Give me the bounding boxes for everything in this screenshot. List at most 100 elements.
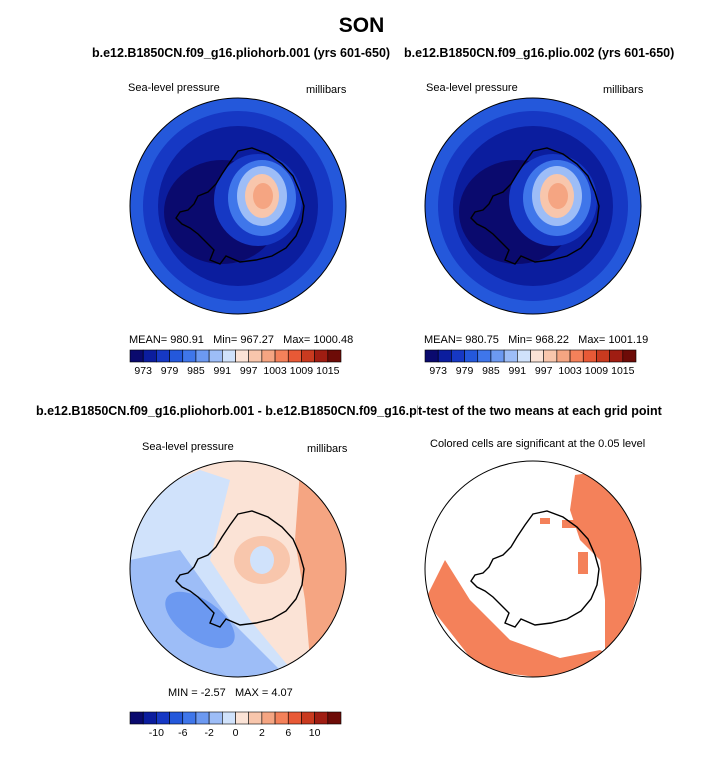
colorbar-run2-tick-label: 973 xyxy=(429,365,447,377)
colorbar-run1-tick-label: 1015 xyxy=(316,365,340,377)
colorbar-run1-swatch xyxy=(314,349,329,363)
colorbar-diff: -10 -6 -2 0 2 6 10 xyxy=(129,711,342,739)
colorbar-diff-swatch xyxy=(195,711,210,725)
stats-run1: MEAN= 980.91 Min= 967.27 Max= 1000.48 xyxy=(129,334,353,346)
colorbar-run2-tick-label: 997 xyxy=(535,365,553,377)
min-value: 968.22 xyxy=(535,334,569,346)
colorbar-run1-swatch xyxy=(261,349,276,363)
colorbar-diff-tick-label: -10 xyxy=(149,727,164,739)
map-run1 xyxy=(129,97,347,315)
significance-note: Colored cells are significant at the 0.0… xyxy=(430,438,646,450)
map-border-diff xyxy=(129,460,347,678)
colorbar-run2-swatch xyxy=(530,349,544,363)
colorbar-run1-tick-label: 973 xyxy=(134,365,152,377)
colorbar-run2-swatch xyxy=(543,349,558,363)
colorbar-diff-tick-label: 2 xyxy=(259,727,265,739)
colorbar-diff-swatch xyxy=(327,711,342,725)
colorbar-run1-swatch xyxy=(235,349,249,363)
max-label: MAX = xyxy=(234,687,269,699)
panel-title-run1: b.e12.B1850CN.f09_g16.pliohorb.001 (yrs … xyxy=(92,46,391,60)
mean-value: 980.91 xyxy=(170,334,204,346)
colorbar-diff-swatch xyxy=(261,711,276,725)
map-border-ttest xyxy=(424,460,642,678)
colorbar-diff-swatch xyxy=(208,711,223,725)
colorbar-diff-tick-label: 0 xyxy=(233,727,239,739)
colorbar-run1-tick-label: 1009 xyxy=(290,365,314,377)
colorbar-run1-swatch xyxy=(169,349,184,363)
panel-title-diff: b.e12.B1850CN.f09_g16.pliohorb.001 - b.e… xyxy=(36,404,456,418)
mean-label: MEAN= xyxy=(424,334,463,346)
variable-label-diff: Sea-level pressure xyxy=(142,441,234,453)
map-border-run2 xyxy=(424,97,642,315)
colorbar-run2-swatch xyxy=(490,349,505,363)
max-value: 1001.19 xyxy=(608,334,649,346)
variable-label-run2: Sea-level pressure xyxy=(426,82,518,94)
colorbar-run2-swatch xyxy=(451,349,465,363)
colorbar-run2-tick-label: 991 xyxy=(509,365,527,377)
colorbar-diff-swatch xyxy=(248,711,263,725)
pressure-field-run1 xyxy=(130,98,346,314)
colorbar-run2-swatch xyxy=(477,349,492,363)
colorbar-run1-swatch xyxy=(195,349,210,363)
colorbar-run1-swatch xyxy=(248,349,263,363)
pressure-field-run2 xyxy=(425,98,641,314)
min-value: 967.27 xyxy=(240,334,274,346)
colorbar-run1-swatch xyxy=(287,349,302,363)
page-title: SON xyxy=(338,14,385,37)
colorbar-run2-swatch xyxy=(596,349,610,363)
max-label: Max= xyxy=(578,334,606,346)
units-label-run2: millibars xyxy=(603,84,644,96)
colorbar-run2-tick-label: 1003 xyxy=(558,365,582,377)
units-label-run1: millibars xyxy=(306,84,347,96)
colorbar-diff-tick-label: -2 xyxy=(204,727,213,739)
colorbar-run1-swatch xyxy=(208,349,223,363)
colorbar-run1-swatch xyxy=(142,349,157,363)
colorbar-diff-swatch xyxy=(235,711,249,725)
colorbar-run1-swatch xyxy=(182,349,197,363)
map-diff xyxy=(129,460,347,678)
colorbar-diff-swatch xyxy=(129,711,144,725)
colorbar-run1-swatch xyxy=(327,349,342,363)
colorbar-run2-swatch xyxy=(556,349,571,363)
min-label: Min= xyxy=(508,334,533,346)
colorbar-diff-swatch xyxy=(142,711,157,725)
mean-value: 980.75 xyxy=(465,334,499,346)
map-border-run1 xyxy=(129,97,347,315)
variable-label-run1: Sea-level pressure xyxy=(128,82,220,94)
colorbar-diff-swatch xyxy=(182,711,197,725)
colorbar-diff-swatch xyxy=(222,711,236,725)
colorbar-run2: 973 979 985 991 997 1003 1009 1015 xyxy=(424,349,637,377)
colorbar-run1-swatch xyxy=(274,349,289,363)
colorbar-run2-swatch xyxy=(517,349,531,363)
stats-diff: MIN = -2.57 MAX = 4.07 xyxy=(168,687,293,699)
colorbar-run1: 973 979 985 991 997 1003 1009 1015 xyxy=(129,349,342,377)
colorbar-run2-tick-label: 979 xyxy=(456,365,474,377)
colorbar-diff-swatch xyxy=(156,711,170,725)
min-value: -2.57 xyxy=(200,687,226,699)
max-label: Max= xyxy=(283,334,311,346)
panel-title-ttest: t-test of the two means at each grid poi… xyxy=(418,404,662,418)
colorbar-run2-tick-label: 1015 xyxy=(611,365,635,377)
min-label: MIN = xyxy=(168,687,198,699)
colorbar-run1-swatch xyxy=(156,349,170,363)
colorbar-run2-swatch xyxy=(569,349,584,363)
colorbar-run1-tick-label: 985 xyxy=(187,365,205,377)
colorbar-diff-tick-label: -6 xyxy=(178,727,187,739)
max-value: 4.07 xyxy=(271,687,293,699)
colorbar-run1-tick-label: 991 xyxy=(214,365,232,377)
colorbar-run2-tick-label: 985 xyxy=(482,365,500,377)
colorbar-run2-swatch xyxy=(622,349,637,363)
colorbar-run2-swatch xyxy=(609,349,624,363)
map-ttest xyxy=(424,460,642,678)
colorbar-run1-swatch xyxy=(301,349,315,363)
colorbar-run1-tick-label: 979 xyxy=(161,365,179,377)
colorbar-run1-swatch xyxy=(222,349,236,363)
colorbar-run2-swatch xyxy=(582,349,597,363)
stats-run2: MEAN= 980.75 Min= 968.22 Max= 1001.19 xyxy=(424,334,648,346)
mean-label: MEAN= xyxy=(129,334,168,346)
colorbar-diff-swatch xyxy=(287,711,302,725)
colorbar-diff-tick-label: 10 xyxy=(309,727,321,739)
colorbar-diff-tick-label: 6 xyxy=(285,727,291,739)
units-label-diff: millibars xyxy=(307,443,348,455)
